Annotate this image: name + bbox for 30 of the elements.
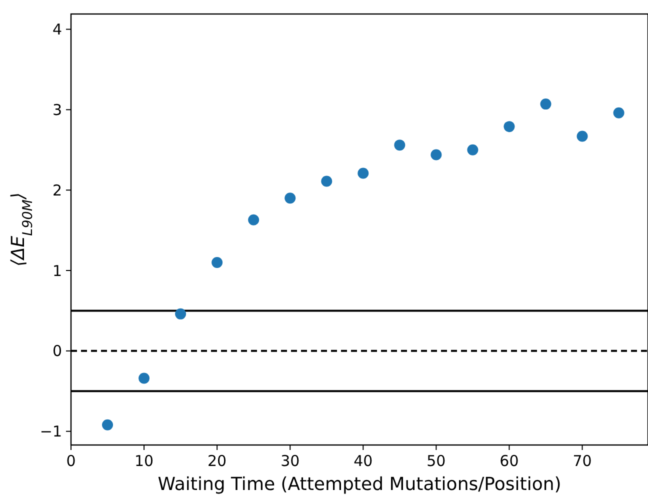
y-tick-label: 3 (52, 100, 62, 119)
x-tick-label: 50 (426, 452, 446, 470)
point (613, 107, 624, 118)
point (576, 130, 588, 142)
point (394, 140, 406, 151)
point (248, 214, 260, 226)
x-axis-title: Waiting Time (Attempted Mutations/Position) (158, 474, 562, 495)
point (102, 419, 114, 430)
point (284, 192, 296, 204)
point (540, 98, 552, 110)
point (321, 176, 332, 187)
point (430, 149, 442, 160)
x-tick-label: 40 (354, 452, 373, 470)
y-tick-label: 4 (52, 20, 62, 39)
y-tick-label: 2 (52, 181, 62, 200)
point (358, 168, 369, 179)
y-tick-label: −1 (40, 422, 62, 441)
x-tick-label: 30 (280, 452, 300, 470)
point (504, 121, 515, 132)
x-tick-label: 60 (500, 452, 519, 470)
x-tick-label: 70 (572, 452, 592, 470)
point (467, 144, 478, 156)
x-tick-label: 10 (134, 452, 154, 470)
point (138, 372, 150, 384)
y-tick-label: 0 (52, 342, 62, 360)
x-tick-label: 20 (208, 452, 227, 470)
point (212, 256, 223, 268)
x-tick-label: 0 (66, 452, 76, 470)
y-tick-label: 1 (52, 262, 62, 280)
point (175, 308, 186, 320)
